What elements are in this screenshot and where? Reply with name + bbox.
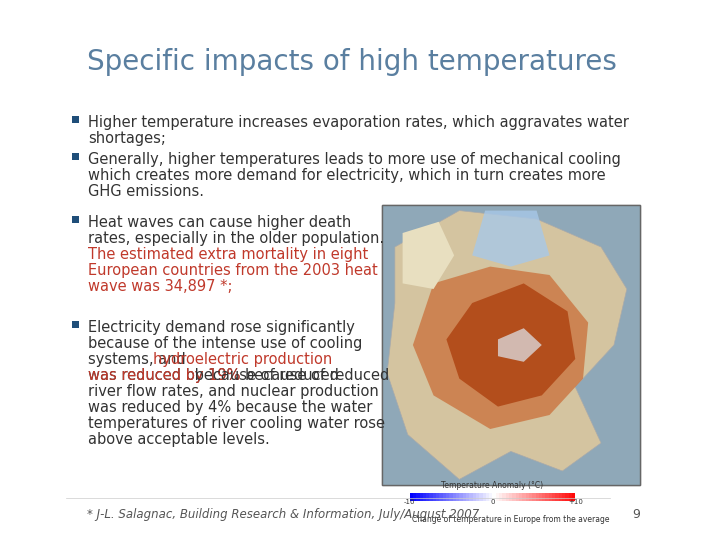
Bar <box>546 493 549 501</box>
Bar <box>466 493 469 501</box>
Bar <box>72 116 78 123</box>
Text: Electricity demand rose significantly: Electricity demand rose significantly <box>89 320 355 335</box>
Bar <box>552 493 555 501</box>
Polygon shape <box>472 211 549 267</box>
Bar <box>416 493 420 501</box>
Bar <box>446 493 449 501</box>
Bar <box>536 493 539 501</box>
Bar <box>456 493 459 501</box>
Text: European countries from the 2003 heat: European countries from the 2003 heat <box>89 263 378 278</box>
Bar <box>480 493 482 501</box>
Bar <box>569 493 572 501</box>
Bar <box>453 493 456 501</box>
Bar <box>565 493 569 501</box>
Bar <box>72 152 78 159</box>
Bar <box>492 493 496 501</box>
Text: river flow rates, and nuclear production: river flow rates, and nuclear production <box>89 384 379 399</box>
Bar <box>555 493 559 501</box>
Text: +10: +10 <box>568 499 582 505</box>
Bar <box>430 493 433 501</box>
Bar <box>489 493 492 501</box>
Bar <box>516 493 519 501</box>
Bar <box>382 205 639 485</box>
Bar <box>559 493 562 501</box>
Bar <box>463 493 466 501</box>
Text: Heat waves can cause higher death: Heat waves can cause higher death <box>89 215 351 230</box>
Bar <box>382 205 639 485</box>
Bar <box>486 493 489 501</box>
Text: Specific impacts of high temperatures: Specific impacts of high temperatures <box>87 48 617 76</box>
Text: was reduced by 4% because the water: was reduced by 4% because the water <box>89 400 373 415</box>
Bar <box>72 321 78 327</box>
Bar <box>542 493 546 501</box>
Bar <box>522 493 526 501</box>
Text: Change of temperature in Europe from the average: Change of temperature in Europe from the… <box>412 515 610 524</box>
Polygon shape <box>413 267 588 429</box>
Text: hydroelectric production: hydroelectric production <box>153 352 332 367</box>
Bar <box>519 493 522 501</box>
Text: GHG emissions.: GHG emissions. <box>89 184 204 199</box>
Bar <box>476 493 480 501</box>
Bar <box>426 493 430 501</box>
Text: -10: -10 <box>404 499 415 505</box>
Bar <box>499 493 503 501</box>
Bar <box>509 493 513 501</box>
Text: Higher temperature increases evaporation rates, which aggravates water: Higher temperature increases evaporation… <box>89 115 629 130</box>
Text: systems, and: systems, and <box>89 352 191 367</box>
Polygon shape <box>387 211 627 480</box>
Bar <box>439 493 443 501</box>
Bar <box>532 493 536 501</box>
Text: above acceptable levels.: above acceptable levels. <box>89 432 270 447</box>
Bar <box>449 493 453 501</box>
Bar <box>549 493 552 501</box>
Bar <box>503 493 505 501</box>
Text: because of reduced: because of reduced <box>189 368 338 383</box>
Polygon shape <box>446 284 575 407</box>
Polygon shape <box>498 328 541 362</box>
Text: was reduced by 19% because of reduced: was reduced by 19% because of reduced <box>89 368 390 383</box>
Bar <box>72 215 78 222</box>
Text: The estimated extra mortality in eight: The estimated extra mortality in eight <box>89 247 369 262</box>
Text: which creates more demand for electricity, which in turn creates more: which creates more demand for electricit… <box>89 168 606 183</box>
Bar <box>436 493 439 501</box>
Bar <box>513 493 516 501</box>
Bar <box>413 493 416 501</box>
Bar <box>529 493 532 501</box>
Text: temperatures of river cooling water rose: temperatures of river cooling water rose <box>89 416 385 431</box>
Text: 0: 0 <box>490 499 495 505</box>
Bar <box>526 493 529 501</box>
Bar <box>410 493 413 501</box>
Bar <box>459 493 463 501</box>
Bar <box>562 493 565 501</box>
Text: was reduced by 19%: was reduced by 19% <box>89 368 240 383</box>
Bar <box>539 493 542 501</box>
Bar <box>420 493 423 501</box>
Text: * J-L. Salagnac, Building Research & Information, July/August 2007: * J-L. Salagnac, Building Research & Inf… <box>87 508 480 521</box>
Text: shortages;: shortages; <box>89 131 166 146</box>
Bar <box>469 493 472 501</box>
Bar <box>505 493 509 501</box>
Bar <box>423 493 426 501</box>
Polygon shape <box>402 222 454 289</box>
Bar <box>433 493 436 501</box>
Bar <box>496 493 499 501</box>
Bar <box>572 493 575 501</box>
Text: wave was 34,897 *;: wave was 34,897 *; <box>89 279 233 294</box>
Text: rates, especially in the older population.: rates, especially in the older populatio… <box>89 231 384 246</box>
Bar <box>382 205 639 485</box>
Text: 9: 9 <box>632 508 639 521</box>
Text: Temperature Anomaly (°C): Temperature Anomaly (°C) <box>441 481 544 490</box>
Bar <box>472 493 476 501</box>
Text: because of the intense use of cooling: because of the intense use of cooling <box>89 336 363 351</box>
Bar <box>443 493 446 501</box>
Bar <box>482 493 486 501</box>
Text: Generally, higher temperatures leads to more use of mechanical cooling: Generally, higher temperatures leads to … <box>89 152 621 167</box>
